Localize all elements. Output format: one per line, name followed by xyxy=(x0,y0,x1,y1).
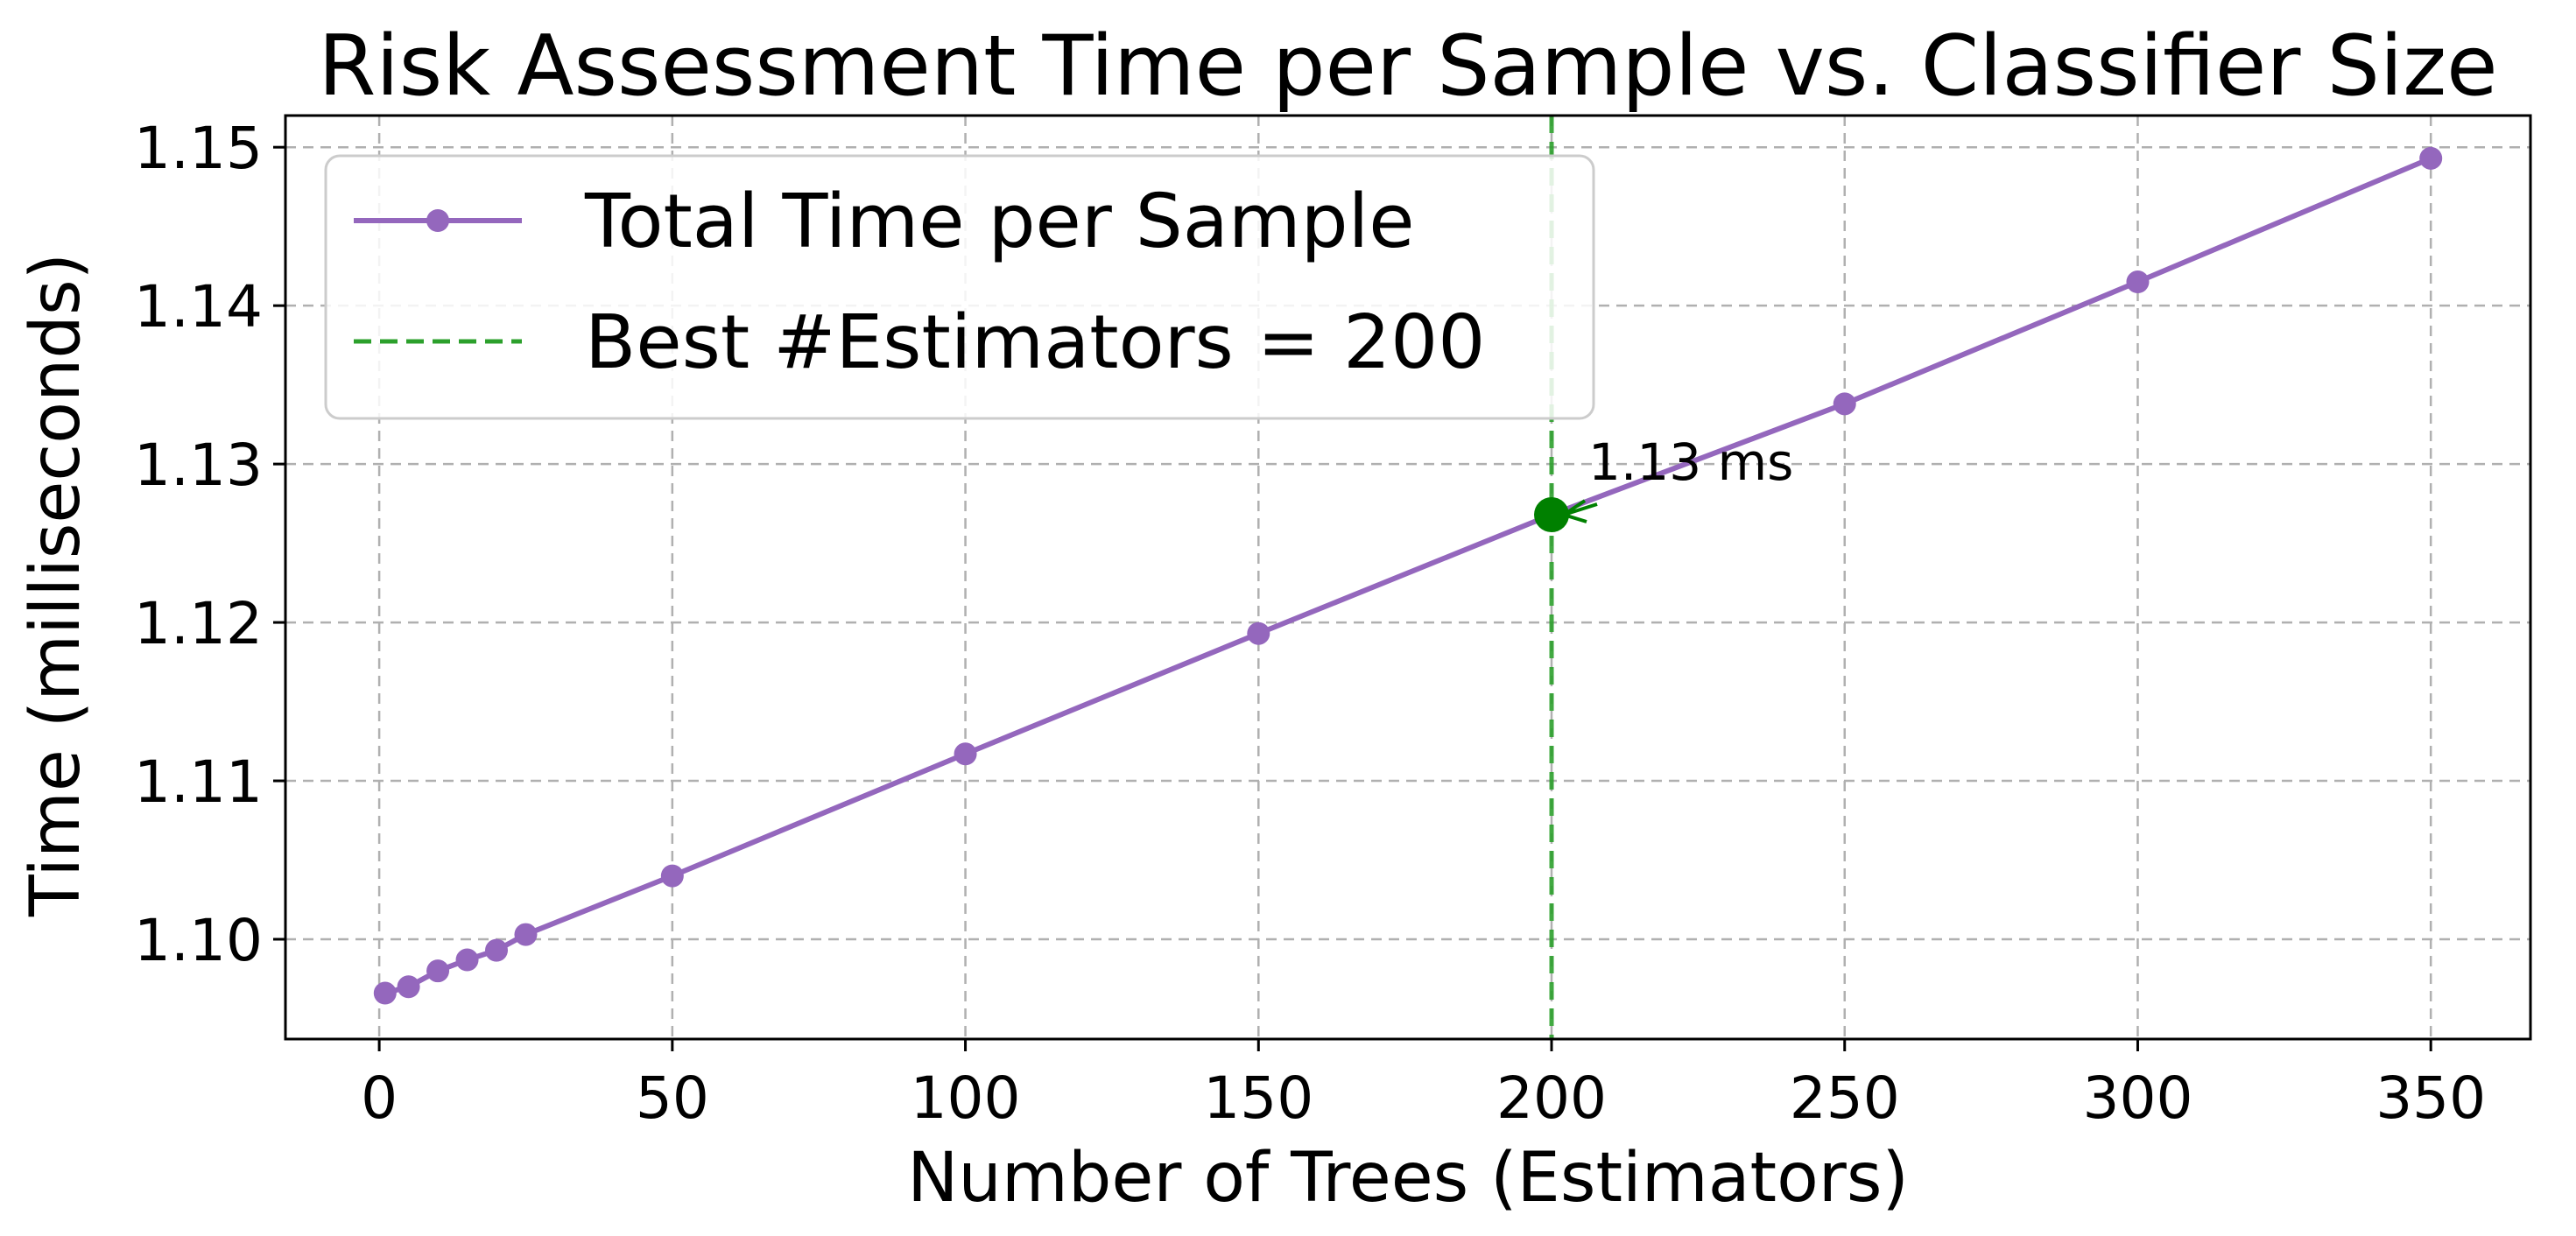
chart-title: Risk Assessment Time per Sample vs. Clas… xyxy=(318,18,2497,115)
series-point xyxy=(1247,622,1270,645)
legend-series-marker-swatch xyxy=(426,209,449,232)
y-tick-label: 1.15 xyxy=(134,115,263,182)
y-axis-label: Time (milliseconds) xyxy=(17,253,95,917)
x-tick-label: 100 xyxy=(911,1064,1021,1132)
x-tick-label: 0 xyxy=(361,1064,398,1132)
x-tick-label: 300 xyxy=(2082,1064,2192,1132)
legend-frame xyxy=(324,154,1595,420)
y-axis-ticks: 1.10 1.11 1.12 1.13 1.14 1.15 xyxy=(134,115,285,974)
legend-reference-label: Best #Estimators = 200 xyxy=(585,299,1485,386)
y-tick-label: 1.10 xyxy=(134,907,263,974)
series-point xyxy=(397,975,420,999)
highlight-layer: 1.13 ms xyxy=(1534,432,1793,533)
series-point xyxy=(1833,392,1856,416)
series-point xyxy=(485,938,509,962)
series-point xyxy=(660,864,684,888)
series-point xyxy=(455,948,479,972)
series-point xyxy=(514,923,538,946)
x-tick-label: 200 xyxy=(1496,1064,1607,1132)
x-axis-label: Number of Trees (Estimators) xyxy=(907,1139,1909,1218)
series-point xyxy=(373,981,397,1005)
y-tick-label: 1.13 xyxy=(134,432,263,499)
series-point xyxy=(954,742,977,766)
y-tick-label: 1.12 xyxy=(134,590,263,657)
x-tick-label: 50 xyxy=(636,1064,709,1132)
x-tick-label: 150 xyxy=(1203,1064,1313,1132)
x-tick-label: 350 xyxy=(2375,1064,2486,1132)
y-tick-label: 1.14 xyxy=(134,273,263,341)
x-tick-label: 250 xyxy=(1790,1064,1900,1132)
plot-frame xyxy=(284,114,2532,1041)
best-point-marker xyxy=(1534,497,1570,533)
series-point xyxy=(2419,146,2443,170)
x-axis-ticks: 0 50 100 150 200 250 300 350 xyxy=(361,1039,2486,1132)
best-point-annotation: 1.13 ms xyxy=(1588,432,1793,492)
legend-series-label: Total Time per Sample xyxy=(584,179,1415,265)
series-point xyxy=(2126,270,2150,294)
annotation-arrow-head xyxy=(1559,499,1587,523)
legend: Total Time per Sample Best #Estimators =… xyxy=(324,154,1595,420)
y-tick-label: 1.11 xyxy=(134,748,263,816)
series-point xyxy=(426,959,450,983)
